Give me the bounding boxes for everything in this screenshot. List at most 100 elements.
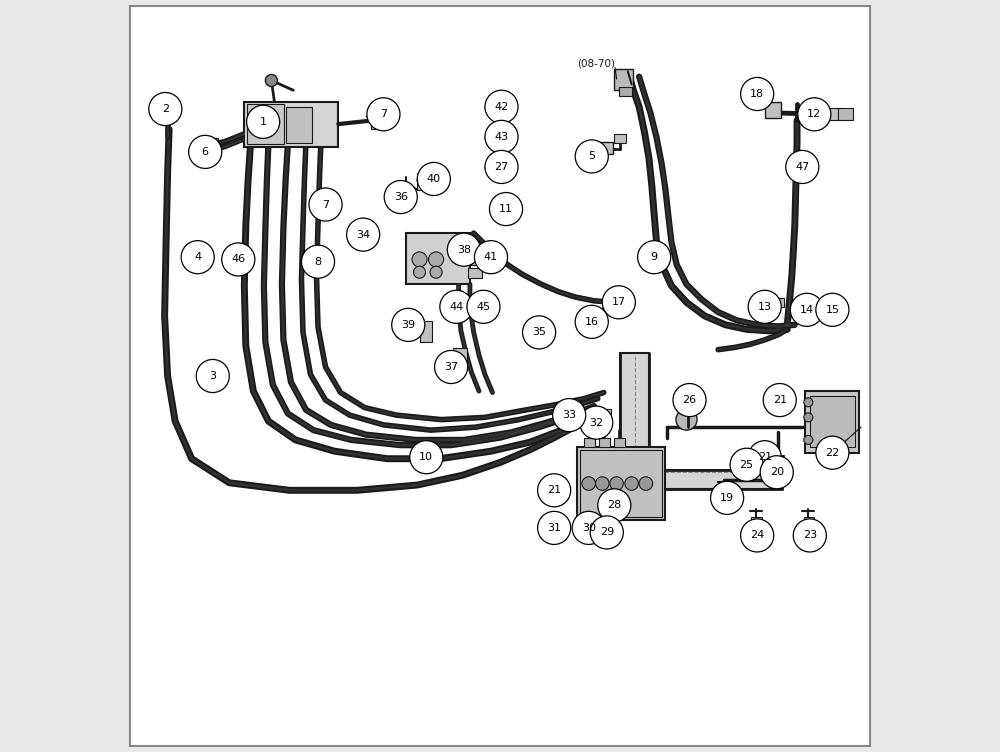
Circle shape: [265, 74, 277, 86]
Circle shape: [793, 519, 826, 552]
Circle shape: [384, 180, 417, 214]
Text: 32: 32: [589, 417, 603, 428]
Bar: [619, 87, 632, 96]
Circle shape: [435, 350, 468, 384]
Text: 33: 33: [562, 410, 576, 420]
Bar: [810, 396, 855, 447]
Polygon shape: [620, 353, 782, 489]
Text: 44: 44: [449, 302, 464, 312]
Circle shape: [417, 162, 450, 196]
Circle shape: [575, 305, 608, 338]
Bar: [486, 135, 497, 141]
Bar: [468, 268, 482, 278]
Circle shape: [676, 409, 697, 430]
Circle shape: [598, 489, 631, 522]
Text: 8: 8: [314, 256, 322, 267]
Text: 26: 26: [682, 395, 697, 405]
Circle shape: [816, 436, 849, 469]
Bar: [827, 302, 838, 311]
Circle shape: [222, 243, 255, 276]
Circle shape: [748, 290, 781, 323]
Text: 42: 42: [494, 102, 509, 112]
Circle shape: [189, 135, 222, 168]
Text: 39: 39: [401, 320, 415, 330]
Text: 9: 9: [651, 252, 658, 262]
Circle shape: [447, 233, 480, 266]
Circle shape: [575, 140, 608, 173]
Circle shape: [553, 399, 586, 432]
Bar: [468, 254, 482, 265]
Circle shape: [467, 290, 500, 323]
Text: 13: 13: [758, 302, 772, 312]
Bar: [614, 134, 626, 143]
Text: 34: 34: [356, 229, 370, 240]
Text: 20: 20: [770, 467, 784, 478]
Circle shape: [763, 384, 796, 417]
Text: 21: 21: [773, 395, 787, 405]
Circle shape: [596, 477, 609, 490]
Circle shape: [430, 266, 442, 278]
Text: 1: 1: [260, 117, 267, 127]
Bar: [805, 391, 859, 453]
Circle shape: [367, 98, 400, 131]
Bar: [583, 409, 596, 421]
Bar: [751, 517, 762, 526]
Text: 30: 30: [582, 523, 596, 533]
Bar: [773, 298, 784, 307]
Text: 10: 10: [419, 452, 433, 462]
Bar: [765, 102, 781, 118]
Text: 14: 14: [800, 305, 814, 315]
Circle shape: [741, 519, 774, 552]
Bar: [595, 308, 605, 317]
Circle shape: [572, 511, 605, 544]
Text: 6: 6: [202, 147, 209, 157]
Circle shape: [347, 218, 380, 251]
Circle shape: [711, 481, 744, 514]
Bar: [577, 447, 665, 520]
Text: 5: 5: [588, 151, 595, 162]
Bar: [614, 438, 625, 447]
Text: (08-70): (08-70): [577, 59, 615, 69]
Circle shape: [816, 293, 849, 326]
Text: 46: 46: [231, 254, 245, 265]
Bar: [720, 488, 730, 497]
Circle shape: [639, 477, 653, 490]
Text: 16: 16: [585, 317, 599, 327]
Text: 25: 25: [740, 459, 754, 470]
Circle shape: [309, 188, 342, 221]
Circle shape: [804, 413, 813, 422]
Text: 17: 17: [612, 297, 626, 308]
Text: 11: 11: [499, 204, 513, 214]
Bar: [207, 138, 218, 149]
Bar: [162, 107, 174, 119]
Circle shape: [440, 290, 473, 323]
Bar: [804, 517, 814, 526]
Circle shape: [804, 398, 813, 407]
Circle shape: [149, 92, 182, 126]
Text: 47: 47: [795, 162, 809, 172]
Text: 21: 21: [758, 452, 772, 462]
Circle shape: [748, 441, 781, 474]
Circle shape: [625, 477, 638, 490]
Bar: [584, 438, 595, 447]
Bar: [229, 245, 242, 256]
Bar: [599, 142, 613, 154]
Circle shape: [301, 245, 335, 278]
Circle shape: [196, 359, 229, 393]
Text: 12: 12: [807, 109, 821, 120]
Circle shape: [247, 105, 280, 138]
Text: 40: 40: [427, 174, 441, 184]
Text: 28: 28: [607, 500, 621, 511]
Circle shape: [485, 90, 518, 123]
Bar: [244, 102, 338, 147]
Bar: [614, 69, 633, 90]
Circle shape: [790, 293, 823, 326]
Bar: [599, 438, 610, 447]
Bar: [580, 450, 662, 517]
Circle shape: [523, 316, 556, 349]
Circle shape: [582, 477, 596, 490]
Bar: [417, 173, 438, 190]
Text: 2: 2: [162, 104, 169, 114]
Bar: [838, 108, 853, 120]
Text: 35: 35: [532, 327, 546, 338]
